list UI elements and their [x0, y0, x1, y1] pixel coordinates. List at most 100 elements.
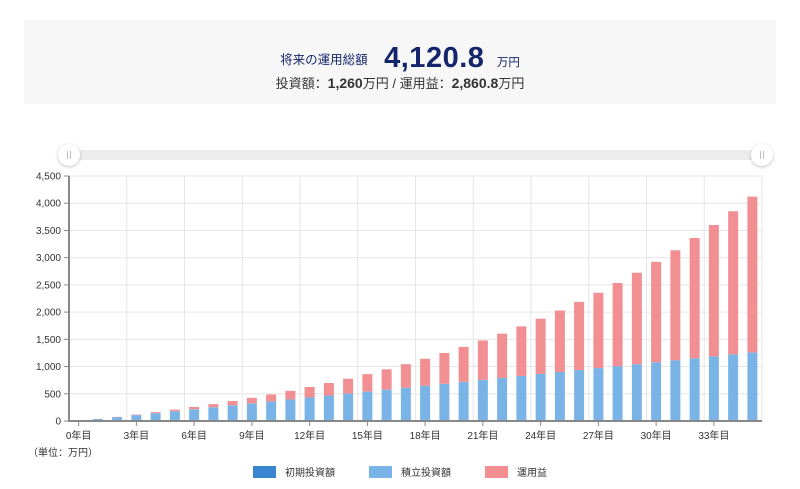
legend-label-monthly: 積立投資額 — [401, 468, 451, 479]
y-tick-label: 4,000 — [36, 199, 61, 210]
bar-segment — [670, 250, 681, 361]
bar-segment — [651, 362, 662, 421]
bar-segment — [400, 364, 411, 388]
bar-segment — [323, 382, 334, 396]
bar-segment — [227, 401, 238, 406]
bar-segment — [535, 318, 546, 374]
x-tick-label: 30年目 — [641, 429, 672, 442]
bar-segment — [131, 415, 142, 421]
bar-segment — [169, 411, 180, 421]
bar-segment — [593, 368, 604, 421]
investment-unit: 万円 — [362, 76, 389, 91]
y-tick-label: 0 — [55, 417, 61, 428]
bar-segment — [497, 377, 508, 421]
bar-segment — [477, 340, 488, 380]
legend-swatch-initial — [253, 465, 276, 478]
bar-segment — [439, 383, 450, 421]
bar-segment — [285, 399, 296, 421]
legend-item-monthly[interactable]: 積立投資額 — [369, 464, 451, 479]
bar-segment — [574, 301, 585, 371]
bar-segment — [362, 391, 373, 421]
range-end-handle[interactable] — [751, 144, 773, 166]
legend-item-gain[interactable]: 運用益 — [485, 464, 547, 479]
bar-segment — [670, 360, 681, 421]
investment-value: 1,260 — [327, 75, 363, 91]
bar-segment — [497, 333, 508, 378]
y-tick-label: 3,000 — [36, 253, 61, 264]
y-tick-label: 2,000 — [36, 308, 61, 319]
y-tick-label: 1,000 — [36, 362, 61, 373]
future-total-unit: 万円 — [496, 56, 520, 69]
x-tick-label: 12年目 — [294, 429, 325, 442]
bar-segment — [150, 413, 161, 421]
bar-segment — [420, 358, 431, 386]
bar-segment — [169, 409, 180, 412]
x-tick-label: 9年目 — [239, 429, 265, 442]
legend-item-initial[interactable]: 初期投資額 — [253, 464, 335, 479]
legend-label-gain: 運用益 — [517, 468, 547, 479]
bar-segment — [689, 238, 700, 359]
bar-segment — [728, 354, 739, 421]
bar-segment — [554, 310, 565, 372]
bar-segment — [458, 346, 469, 382]
bar-segment — [131, 414, 142, 416]
bar-segment — [651, 261, 662, 363]
bar-segment — [189, 409, 200, 421]
bar-segment — [574, 370, 585, 421]
separator: / — [388, 76, 400, 91]
unit-note: （単位：万円） — [28, 448, 98, 459]
x-tick-label: 15年目 — [352, 429, 383, 442]
gain-value: 2,860.8 — [451, 75, 499, 91]
future-total-label: 将来の運用総額 — [280, 53, 368, 67]
gain-unit: 万円 — [498, 76, 525, 91]
bar-segment — [304, 387, 315, 398]
range-start-handle[interactable] — [58, 144, 80, 166]
bar-segment — [343, 393, 354, 421]
bar-segment — [477, 379, 488, 421]
x-tick-label: 18年目 — [410, 429, 441, 442]
bar-segment — [362, 374, 373, 392]
bar-segment — [227, 405, 238, 421]
x-tick-label: 27年目 — [583, 429, 614, 442]
bar-segment — [285, 390, 296, 400]
x-tick-label: 3年目 — [124, 429, 150, 442]
bar-segment — [631, 272, 642, 365]
investment-label: 投資額： — [275, 76, 328, 91]
bar-segment — [400, 387, 411, 421]
legend-label-initial: 初期投資額 — [285, 468, 335, 479]
x-tick-label: 21年目 — [467, 429, 498, 442]
bar-segment — [593, 292, 604, 369]
gain-label: 運用益： — [399, 76, 452, 91]
breakdown-line: 投資額：1,260万円 / 運用益：2,860.8万円 — [24, 73, 776, 92]
bar-segment — [535, 373, 546, 421]
bar-segment — [516, 326, 527, 376]
legend-swatch-gain — [485, 465, 508, 478]
bar-segment — [246, 403, 257, 421]
bar-segment — [420, 385, 431, 421]
y-tick-label: 1,500 — [36, 335, 61, 346]
future-total-value: 4,120.8 — [384, 42, 485, 74]
x-tick-label: 24年目 — [525, 429, 556, 442]
bar-segment — [554, 372, 565, 421]
bar-segment — [381, 389, 392, 421]
chart-legend: 初期投資額 積立投資額 運用益 — [0, 464, 800, 479]
bar-segment — [323, 395, 334, 421]
x-tick-label: 33年目 — [698, 429, 729, 442]
bar-segment — [689, 358, 700, 421]
bar-segment — [304, 397, 315, 421]
year-range-slider[interactable] — [58, 144, 773, 166]
x-tick-label: 0年目 — [66, 429, 92, 442]
bar-segment — [612, 366, 623, 421]
y-tick-label: 4,500 — [36, 172, 61, 183]
y-tick-label: 500 — [44, 389, 61, 400]
bar-segment — [381, 369, 392, 390]
y-tick-label: 3,500 — [36, 226, 61, 237]
summary-panel: 将来の運用総額 4,120.8 万円 投資額：1,260万円 / 運用益：2,8… — [24, 20, 776, 104]
bar-segment — [458, 381, 469, 421]
bar-segment — [728, 211, 739, 355]
bar-segment — [747, 352, 758, 421]
bar-segment — [112, 417, 123, 421]
bar-segment — [246, 397, 257, 404]
bar-segment — [343, 378, 354, 394]
